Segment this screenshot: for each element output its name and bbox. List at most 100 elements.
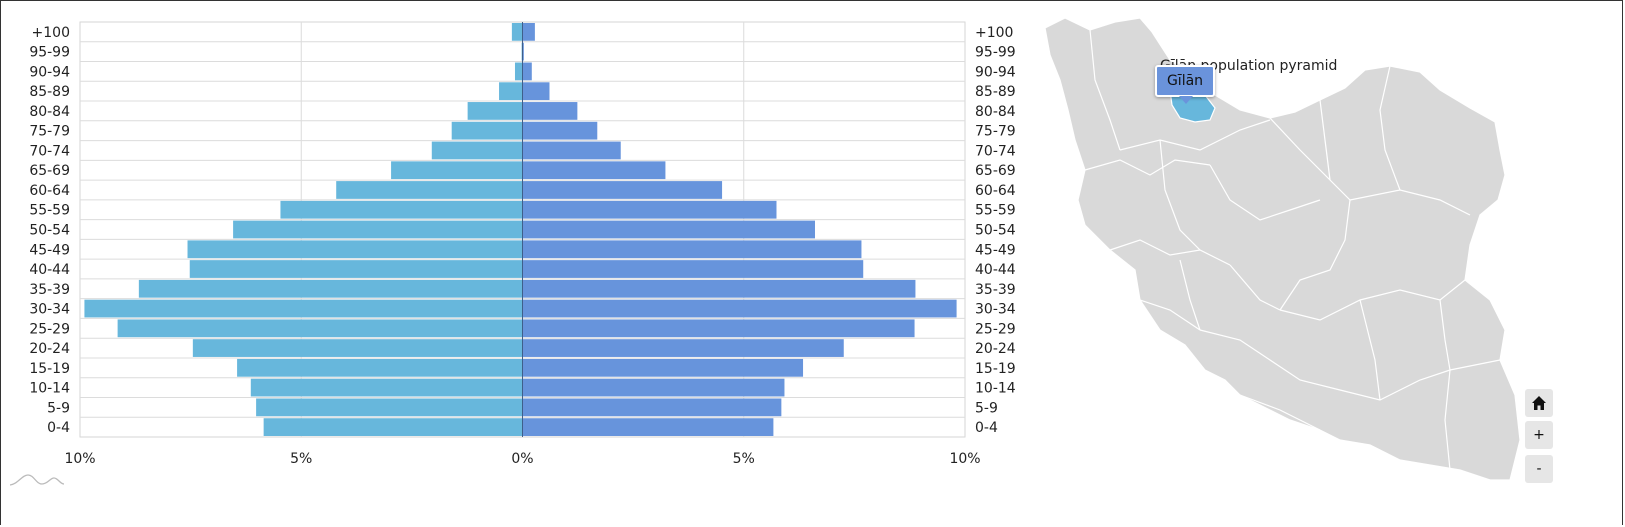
x-tick-label: 10% — [64, 451, 95, 467]
y-tick-label-left: 65-69 — [29, 163, 70, 179]
home-icon — [1532, 396, 1546, 410]
y-tick-label-right: 85-89 — [975, 84, 1016, 100]
y-tick-label-left: 50-54 — [29, 223, 70, 239]
y-tick-label-right: 20-24 — [975, 341, 1016, 357]
y-tick-label-left: 20-24 — [29, 341, 70, 357]
y-tick-label-left: 85-89 — [29, 84, 70, 100]
y-tick-label-right: 10-14 — [975, 381, 1016, 397]
y-tick-label-left: 75-79 — [29, 124, 70, 140]
y-tick-label-right: +100 — [975, 25, 1013, 41]
bar-left-40-44[interactable] — [189, 260, 523, 278]
bar-right-50-54[interactable] — [522, 220, 815, 239]
zoom-in-button[interactable]: + — [1525, 421, 1553, 449]
bar-right-80-84[interactable] — [522, 102, 578, 120]
bar-left-70-74[interactable] — [431, 141, 523, 160]
bar-right-10-14[interactable] — [522, 378, 785, 397]
bar-right-60-64[interactable] — [522, 181, 723, 199]
y-tick-label-left: 25-29 — [29, 321, 70, 337]
bar-left-5-9[interactable] — [256, 398, 523, 417]
bar-right-15-19[interactable] — [522, 358, 804, 377]
zoom-out-button[interactable]: - — [1525, 455, 1553, 483]
y-tick-label-left: 70-74 — [29, 143, 70, 159]
home-button[interactable] — [1525, 389, 1553, 417]
y-tick-label-right: 50-54 — [975, 223, 1016, 239]
bar-left-20-24[interactable] — [192, 339, 523, 357]
bar-right-40-44[interactable] — [522, 260, 864, 278]
y-tick-label-left: 35-39 — [29, 282, 70, 298]
y-tick-label-right: 30-34 — [975, 302, 1016, 318]
bar-right-95-99[interactable] — [522, 42, 524, 61]
y-tick-label-left: +100 — [32, 25, 70, 41]
y-tick-label-right: 75-79 — [975, 124, 1016, 140]
bar-left-35-39[interactable] — [138, 279, 523, 298]
y-tick-label-left: 45-49 — [29, 242, 70, 258]
y-tick-label-right: 45-49 — [975, 242, 1016, 258]
y-tick-label-right: 0-4 — [975, 420, 998, 436]
bar-right-25-29[interactable] — [522, 319, 915, 338]
bar-left-55-59[interactable] — [280, 200, 523, 219]
bar-left-80-84[interactable] — [467, 102, 523, 120]
iran-map[interactable] — [1030, 0, 1625, 527]
y-tick-label-right: 90-94 — [975, 64, 1016, 80]
province-borders — [1084, 29, 1501, 471]
x-tick-label: 5% — [290, 451, 312, 467]
bar-right-0-4[interactable] — [522, 418, 774, 436]
bar-right-+100[interactable] — [522, 23, 535, 41]
y-tick-label-left: 30-34 — [29, 302, 70, 318]
y-tick-label-right: 5-9 — [975, 400, 998, 416]
bar-left-+100[interactable] — [511, 23, 523, 41]
bar-right-5-9[interactable] — [522, 398, 782, 417]
chart-bars — [84, 23, 957, 436]
y-tick-label-right: 55-59 — [975, 203, 1016, 219]
bar-left-0-4[interactable] — [263, 418, 523, 436]
bar-right-35-39[interactable] — [522, 279, 916, 298]
province-tooltip: Gīlān — [1155, 65, 1215, 104]
bar-right-55-59[interactable] — [522, 200, 777, 219]
bar-right-45-49[interactable] — [522, 240, 862, 259]
y-tick-label-left: 10-14 — [29, 381, 70, 397]
y-tick-label-right: 35-39 — [975, 282, 1016, 298]
bar-left-10-14[interactable] — [250, 378, 523, 397]
y-tick-label-left: 5-9 — [47, 400, 70, 416]
bar-left-30-34[interactable] — [84, 299, 523, 318]
bar-left-50-54[interactable] — [233, 220, 523, 239]
bar-right-75-79[interactable] — [522, 121, 598, 140]
bar-left-45-49[interactable] — [187, 240, 523, 259]
bar-left-65-69[interactable] — [391, 161, 523, 180]
bar-right-20-24[interactable] — [522, 339, 844, 357]
x-tick-label: 0% — [511, 451, 533, 467]
bar-left-75-79[interactable] — [451, 121, 523, 140]
y-tick-label-left: 40-44 — [29, 262, 70, 278]
x-tick-label: 5% — [733, 451, 755, 467]
y-tick-label-right: 80-84 — [975, 104, 1016, 120]
y-tick-label-right: 40-44 — [975, 262, 1016, 278]
bar-right-90-94[interactable] — [522, 62, 532, 81]
chart-logo-icon — [10, 474, 64, 486]
y-tick-label-right: 60-64 — [975, 183, 1016, 199]
y-tick-label-left: 15-19 — [29, 361, 70, 377]
y-tick-label-right: 65-69 — [975, 163, 1016, 179]
chart-axes: 0-4 0-4 5-9 5-9 10-14 10-14 15-19 15-19 20-24 20-… — [29, 22, 1016, 467]
bar-right-70-74[interactable] — [522, 141, 621, 160]
y-tick-label-left: 60-64 — [29, 183, 70, 199]
bar-right-30-34[interactable] — [522, 299, 957, 318]
y-tick-label-left: 80-84 — [29, 104, 70, 120]
bar-left-85-89[interactable] — [499, 82, 523, 101]
bar-left-25-29[interactable] — [117, 319, 523, 338]
bar-right-65-69[interactable] — [522, 161, 666, 180]
bar-left-15-19[interactable] — [237, 358, 523, 377]
y-tick-label-right: 95-99 — [975, 45, 1016, 61]
bar-left-90-94[interactable] — [514, 62, 523, 81]
y-tick-label-left: 90-94 — [29, 64, 70, 80]
bar-right-85-89[interactable] — [522, 82, 550, 101]
y-tick-label-left: 95-99 — [29, 45, 70, 61]
x-tick-label: 10% — [949, 451, 980, 467]
y-tick-label-left: 0-4 — [47, 420, 70, 436]
y-tick-label-right: 70-74 — [975, 143, 1016, 159]
y-tick-label-left: 55-59 — [29, 203, 70, 219]
bar-left-60-64[interactable] — [336, 181, 523, 199]
y-tick-label-right: 15-19 — [975, 361, 1016, 377]
y-tick-label-right: 25-29 — [975, 321, 1016, 337]
